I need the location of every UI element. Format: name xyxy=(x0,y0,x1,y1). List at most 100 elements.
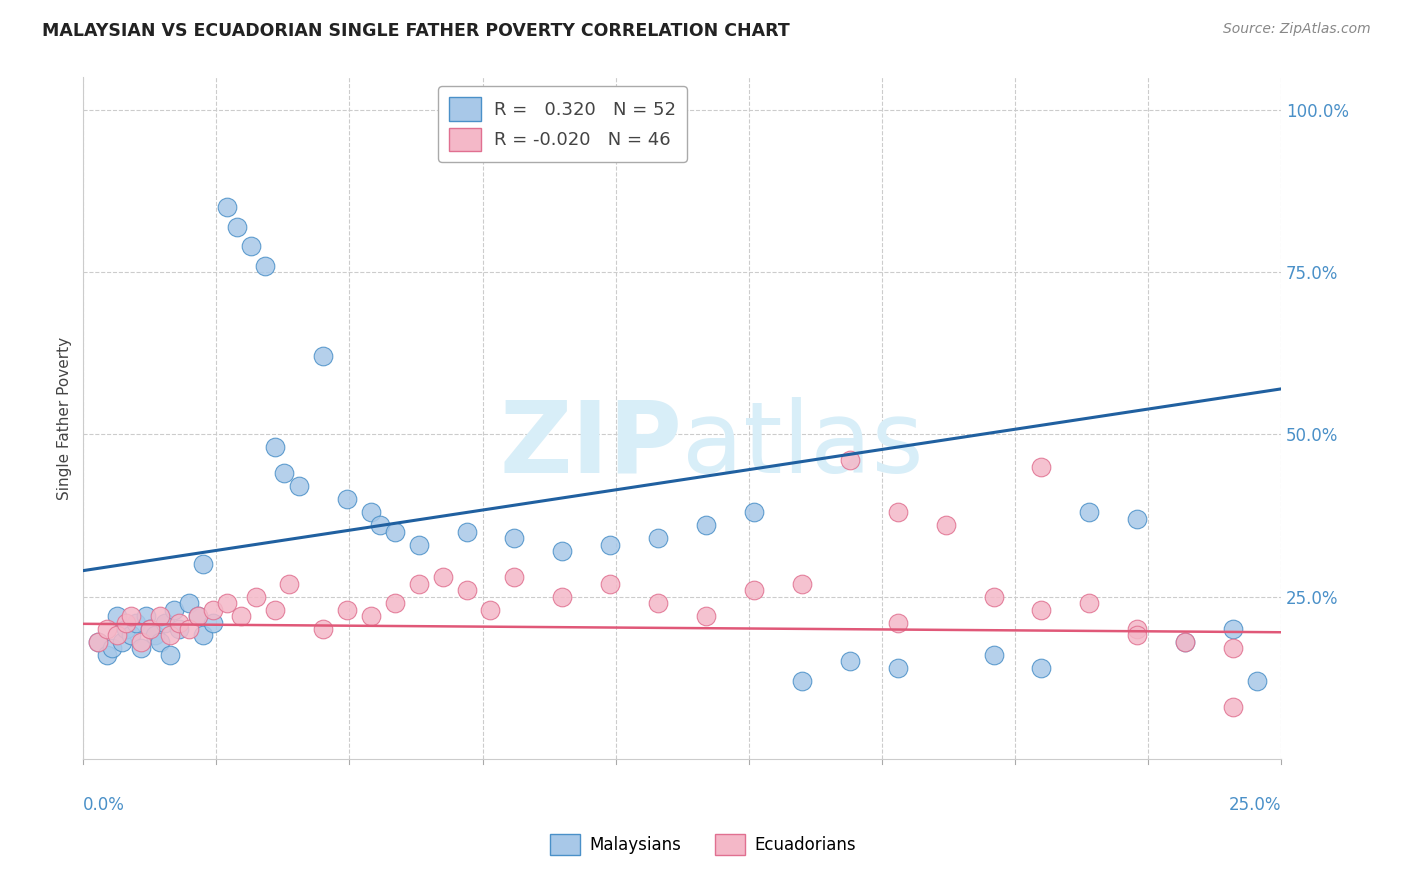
Malaysians xyxy=(215,200,238,214)
Ecuadorians xyxy=(231,609,253,624)
Ecuadorians xyxy=(790,576,813,591)
Malaysians xyxy=(647,531,669,545)
Ecuadorians xyxy=(1222,699,1244,714)
Ecuadorians xyxy=(105,628,128,642)
Malaysians xyxy=(336,492,359,507)
Ecuadorians xyxy=(149,609,172,624)
Ecuadorians xyxy=(1031,459,1053,474)
Malaysians xyxy=(101,641,124,656)
Malaysians xyxy=(886,661,908,675)
Text: MALAYSIAN VS ECUADORIAN SINGLE FATHER POVERTY CORRELATION CHART: MALAYSIAN VS ECUADORIAN SINGLE FATHER PO… xyxy=(42,22,790,40)
Malaysians xyxy=(225,219,247,234)
Ecuadorians xyxy=(312,622,335,636)
Malaysians xyxy=(1031,661,1053,675)
Ecuadorians xyxy=(139,622,162,636)
Ecuadorians xyxy=(159,628,181,642)
Malaysians xyxy=(1222,622,1244,636)
Malaysians xyxy=(167,622,190,636)
Text: 0.0%: 0.0% xyxy=(83,797,125,814)
Ecuadorians xyxy=(245,590,267,604)
Ecuadorians xyxy=(1174,635,1197,649)
Malaysians xyxy=(790,673,813,688)
Malaysians xyxy=(408,538,430,552)
Malaysians xyxy=(149,635,172,649)
Ecuadorians xyxy=(336,602,359,616)
Ecuadorians xyxy=(838,453,860,467)
Ecuadorians xyxy=(503,570,526,584)
Ecuadorians xyxy=(647,596,669,610)
Ecuadorians xyxy=(187,609,209,624)
Malaysians xyxy=(288,479,311,493)
Ecuadorians xyxy=(120,609,142,624)
Malaysians xyxy=(191,557,214,571)
Ecuadorians xyxy=(742,583,765,598)
Malaysians xyxy=(96,648,118,662)
Malaysians xyxy=(120,628,142,642)
Y-axis label: Single Father Poverty: Single Father Poverty xyxy=(58,336,72,500)
Ecuadorians xyxy=(408,576,430,591)
Malaysians xyxy=(201,615,224,630)
Text: 25.0%: 25.0% xyxy=(1229,797,1281,814)
Malaysians xyxy=(239,239,262,253)
Malaysians xyxy=(163,602,186,616)
Ecuadorians xyxy=(1126,622,1149,636)
Malaysians xyxy=(1126,511,1149,525)
Malaysians xyxy=(143,628,166,642)
Malaysians xyxy=(110,635,132,649)
Ecuadorians xyxy=(264,602,287,616)
Ecuadorians xyxy=(201,602,224,616)
Malaysians xyxy=(312,350,335,364)
Malaysians xyxy=(125,615,148,630)
Malaysians xyxy=(177,596,200,610)
Ecuadorians xyxy=(432,570,454,584)
Malaysians xyxy=(187,609,209,624)
Malaysians xyxy=(1174,635,1197,649)
Ecuadorians xyxy=(886,505,908,519)
Ecuadorians xyxy=(215,596,238,610)
Malaysians xyxy=(129,641,152,656)
Malaysians xyxy=(191,628,214,642)
Malaysians xyxy=(360,505,382,519)
Ecuadorians xyxy=(886,615,908,630)
Ecuadorians xyxy=(983,590,1005,604)
Ecuadorians xyxy=(278,576,301,591)
Ecuadorians xyxy=(96,622,118,636)
Legend: Malaysians, Ecuadorians: Malaysians, Ecuadorians xyxy=(543,828,863,862)
Ecuadorians xyxy=(384,596,406,610)
Malaysians xyxy=(695,518,717,533)
Ecuadorians xyxy=(360,609,382,624)
Malaysians xyxy=(264,440,287,454)
Ecuadorians xyxy=(935,518,957,533)
Malaysians xyxy=(983,648,1005,662)
Malaysians xyxy=(1078,505,1101,519)
Malaysians xyxy=(105,609,128,624)
Malaysians xyxy=(135,609,157,624)
Malaysians xyxy=(838,655,860,669)
Ecuadorians xyxy=(456,583,478,598)
Text: atlas: atlas xyxy=(682,397,924,494)
Text: Source: ZipAtlas.com: Source: ZipAtlas.com xyxy=(1223,22,1371,37)
Ecuadorians xyxy=(86,635,108,649)
Ecuadorians xyxy=(695,609,717,624)
Ecuadorians xyxy=(599,576,621,591)
Ecuadorians xyxy=(1222,641,1244,656)
Ecuadorians xyxy=(115,615,138,630)
Malaysians xyxy=(115,622,138,636)
Malaysians xyxy=(551,544,574,558)
Malaysians xyxy=(456,524,478,539)
Malaysians xyxy=(86,635,108,649)
Malaysians xyxy=(368,518,391,533)
Ecuadorians xyxy=(1126,628,1149,642)
Malaysians xyxy=(153,615,176,630)
Ecuadorians xyxy=(1031,602,1053,616)
Text: ZIP: ZIP xyxy=(499,397,682,494)
Malaysians xyxy=(599,538,621,552)
Ecuadorians xyxy=(167,615,190,630)
Ecuadorians xyxy=(177,622,200,636)
Ecuadorians xyxy=(479,602,502,616)
Malaysians xyxy=(273,467,295,481)
Ecuadorians xyxy=(551,590,574,604)
Malaysians xyxy=(139,622,162,636)
Malaysians xyxy=(1246,673,1268,688)
Ecuadorians xyxy=(129,635,152,649)
